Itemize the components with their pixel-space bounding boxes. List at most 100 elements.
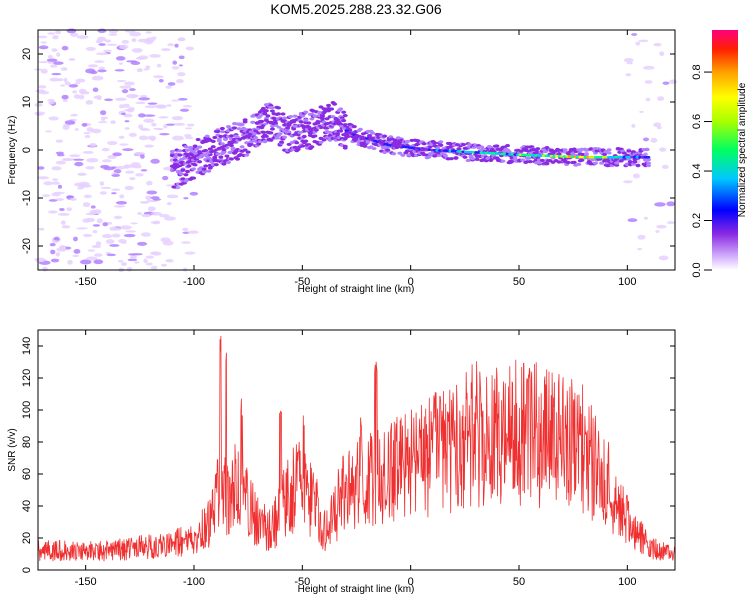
spectrogram-ridge-halo (535, 147, 541, 151)
spectrogram-noise-mark (131, 94, 140, 98)
colorbar-tick-label: 0.2 (691, 213, 703, 228)
snr-ylabel: SNR (v/v) (7, 428, 18, 471)
spectrogram-y-ticks: -20 -10 0 10 20 (21, 48, 675, 254)
spectrogram-noise-mark (74, 128, 79, 131)
spectrogram-noise-mark (124, 127, 130, 130)
spectrogram-noise-mark (125, 170, 135, 174)
spectrogram-noise-mark (37, 35, 48, 39)
spectrogram-noise-mark (34, 103, 43, 107)
spectrogram-noise-mark (68, 57, 76, 61)
spectrogram-ridge-halo (592, 161, 598, 165)
spectrogram-ridge-halo (232, 126, 238, 130)
spectrogram-ridge-halo (583, 152, 589, 157)
spectrogram-noise-mark (52, 240, 59, 244)
spectrogram-noise-mark (97, 28, 107, 34)
spectrogram-noise-mark (111, 166, 117, 169)
spectrogram-noise-mark (162, 240, 174, 246)
spectrogram-ridge-core (276, 125, 282, 129)
colorbar-ticks: 0.0 0.2 0.4 0.6 0.8 (691, 64, 712, 278)
spectrogram-noise-mark (96, 36, 107, 42)
spectrogram-ridge-halo (185, 169, 190, 174)
spectrogram-ridge-halo (632, 160, 638, 164)
spectrogram-ridge-halo (191, 167, 197, 171)
spectrogram-noise-mark (72, 158, 85, 161)
spectrogram-ridge-core (253, 129, 258, 133)
spectrogram-ridge-halo (295, 147, 301, 151)
spectrogram-ridge-halo (342, 123, 348, 127)
spectrogram-ridge-core (258, 125, 263, 129)
spectrogram-noise-mark (52, 61, 64, 65)
spectrogram-noise-mark (92, 224, 101, 227)
spectrogram-noise-mark (121, 241, 127, 244)
spectrogram-ridge-halo (341, 110, 347, 114)
spectrogram-ridge-halo (262, 112, 268, 116)
spectrogram-ridge-halo (269, 106, 275, 110)
spectrogram-noise-mark (160, 48, 171, 52)
spectrogram-ridge-halo (438, 143, 444, 147)
spectrogram-ridge-halo (292, 114, 298, 118)
spectrogram-noise-mark (623, 180, 633, 184)
spectrogram-ridge-core (281, 129, 287, 133)
spectrogram-noise-mark (66, 28, 77, 34)
spectrogram-ridge-halo (279, 140, 285, 144)
spectrogram-noise-mark (178, 97, 188, 101)
spectrogram-noise-mark (655, 230, 660, 233)
spectrogram-noise-mark (165, 85, 172, 89)
spectrogram-ridge-halo (207, 147, 213, 151)
spectrogram-noise-mark (49, 77, 60, 82)
spectrogram-noise-mark (134, 261, 140, 264)
spectrogram-ridge-halo (404, 139, 410, 144)
spectrogram-noise-mark (623, 58, 634, 63)
spectrogram-noise-mark (131, 38, 137, 43)
spectrogram-noise-mark (661, 164, 669, 169)
spectrogram-noise-mark (149, 54, 161, 58)
spectrogram-noise-mark (61, 45, 69, 51)
spectrogram-noise-mark (91, 75, 104, 81)
spectrogram-ridge-halo (539, 158, 545, 163)
spectrogram-noise-mark (72, 254, 79, 258)
colorbar-tick-label: 0.6 (691, 114, 703, 129)
spectrogram-ridge-halo (624, 153, 630, 157)
spectrogram-ridge-halo (239, 122, 245, 127)
spectrogram-noise-mark (109, 244, 120, 247)
spectrogram-noise-mark (164, 216, 176, 221)
spectrogram-ridge-halo (301, 134, 307, 139)
spectrogram-noise-mark (666, 221, 676, 224)
spectrogram-noise-mark (150, 196, 160, 200)
spectrogram-noise-mark (34, 111, 46, 116)
spectrogram-ridge-halo (274, 136, 280, 140)
spectrogram-noise-mark (66, 195, 75, 198)
spectrogram-noise-mark (160, 263, 168, 267)
spectrogram-ridge-halo (421, 142, 427, 146)
spectrogram-ridge-halo (248, 142, 254, 146)
spectrogram-ridge-halo (282, 123, 288, 127)
colorbar-tick-label: 0.0 (691, 262, 703, 277)
spectrogram-ridge-halo (268, 131, 274, 135)
spectrogram-ridge-halo (260, 106, 266, 111)
snr-background (38, 330, 675, 570)
spectrogram-noise-mark (37, 166, 45, 170)
spectrogram-noise-mark (189, 191, 199, 196)
spectrogram-noise-mark (84, 134, 91, 139)
spectrogram-noise-mark (151, 122, 157, 127)
spectrogram-noise-mark (91, 244, 102, 249)
spectrogram-ridge-halo (169, 149, 175, 154)
spectrogram-x-tick-label: 0 (408, 276, 414, 288)
spectrogram-ridge-halo (467, 142, 473, 147)
spectrogram-noise-mark (38, 85, 47, 89)
spectrogram-noise-mark (42, 194, 51, 198)
spectrogram-noise-mark (145, 31, 152, 34)
spectrogram-noise-mark (172, 135, 184, 141)
spectrogram-ridge-core (344, 129, 349, 132)
spectrogram-noise-mark (156, 63, 162, 68)
spectrogram-ridge-halo (512, 155, 518, 159)
spectrogram-ridge-halo (263, 109, 269, 113)
chart-title: KOM5.2025.288.23.32.G06 (270, 1, 441, 17)
spectrogram-ridge-halo (186, 164, 192, 168)
spectrogram-noise-mark (106, 141, 118, 146)
spectrogram-noise-mark (114, 69, 125, 72)
spectrogram-x-tick-label: 50 (513, 276, 525, 288)
spectrogram-ridge-halo (427, 145, 433, 149)
spectrogram-noise-mark (93, 253, 103, 257)
spectrogram-ridge-halo (178, 172, 184, 176)
